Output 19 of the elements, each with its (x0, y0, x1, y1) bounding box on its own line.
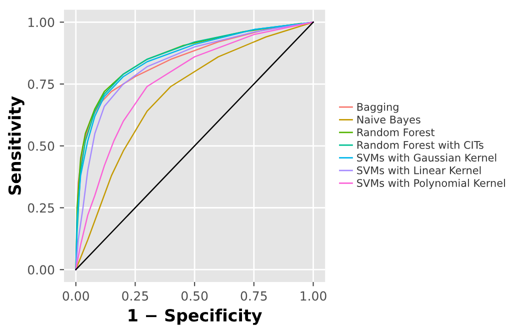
legend-label: Naive Bayes (357, 115, 420, 126)
legend-label: Random Forest (357, 128, 435, 136)
x-tick-label: 0.00 (62, 291, 89, 301)
legend-label: SVMs with Polynomial Kernel (357, 178, 505, 189)
legend-label: Bagging (357, 102, 398, 113)
x-axis-title: 1 − Specificity (128, 308, 262, 325)
y-tick-label: 1.00 (28, 18, 54, 28)
legend-label: SVMs with Gaussian Kernel (357, 154, 496, 162)
y-axis-title: Sensitivity (8, 96, 24, 195)
y-tick-label: 0.25 (28, 203, 54, 213)
legend-label: Random Forest with CITs (357, 140, 484, 149)
y-tick-label: 0.75 (28, 79, 54, 89)
x-tick-label: 0.25 (122, 291, 148, 301)
x-tick-label: 1.00 (300, 291, 326, 301)
x-tick-label: 0.50 (181, 291, 208, 301)
x-tick-label: 0.75 (240, 291, 267, 301)
legend-label: SVMs with Linear Kernel (357, 166, 481, 174)
y-tick-label: 0.00 (28, 265, 54, 275)
y-tick-label: 0.50 (28, 141, 54, 151)
